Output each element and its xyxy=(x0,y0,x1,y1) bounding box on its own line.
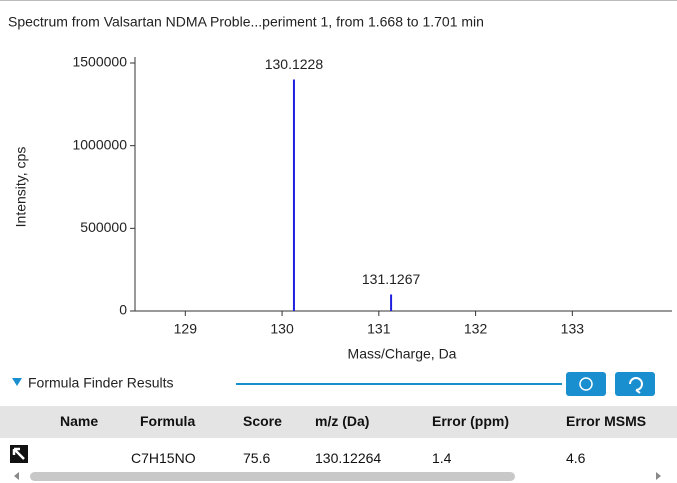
x-tick-label: 133 xyxy=(561,321,585,337)
column-header: Formula xyxy=(140,413,196,429)
button-icon xyxy=(629,377,643,394)
y-tick-label: 500000 xyxy=(80,219,127,235)
y-axis-label: Intensity, cps xyxy=(13,147,29,228)
x-axis-label: Mass/Charge, Da xyxy=(348,346,457,362)
column-header: Error (ppm) xyxy=(432,413,509,429)
table-cell: 1.4 xyxy=(432,450,452,466)
table-header xyxy=(0,406,677,438)
column-header: Score xyxy=(243,413,282,429)
x-tick-label: 131 xyxy=(367,321,391,337)
y-tick-label: 0 xyxy=(119,302,127,318)
chart-title: Spectrum from Valsartan NDMA Proble...pe… xyxy=(8,14,484,30)
column-header: m/z (Da) xyxy=(315,413,370,429)
spectrum-chart: Spectrum from Valsartan NDMA Proble...pe… xyxy=(8,14,672,362)
button-icon xyxy=(579,377,593,391)
column-header: Error MSMS xyxy=(566,413,647,429)
x-tick-label: 132 xyxy=(464,321,488,337)
row-icon[interactable] xyxy=(10,445,30,465)
table-cell: 4.6 xyxy=(566,450,586,466)
panel-header: Formula Finder Results xyxy=(12,372,655,396)
panel-title: Formula Finder Results xyxy=(28,375,174,391)
x-tick-label: 130 xyxy=(270,321,294,337)
column-header: Name xyxy=(60,413,99,429)
y-tick-label: 1500000 xyxy=(72,54,127,70)
collapse-arrow[interactable] xyxy=(12,378,22,386)
y-tick-label: 1000000 xyxy=(72,136,127,152)
table-cell: 130.12264 xyxy=(315,450,382,466)
peak-label: 130.1228 xyxy=(265,56,324,72)
button[interactable] xyxy=(615,372,655,396)
button[interactable] xyxy=(566,372,606,396)
table-cell: 75.6 xyxy=(243,450,271,466)
x-tick-label: 129 xyxy=(174,321,198,337)
scrollbar[interactable] xyxy=(0,468,677,483)
peak-label: 131.1267 xyxy=(362,271,421,287)
table-cell: C7H15NO xyxy=(131,450,196,466)
